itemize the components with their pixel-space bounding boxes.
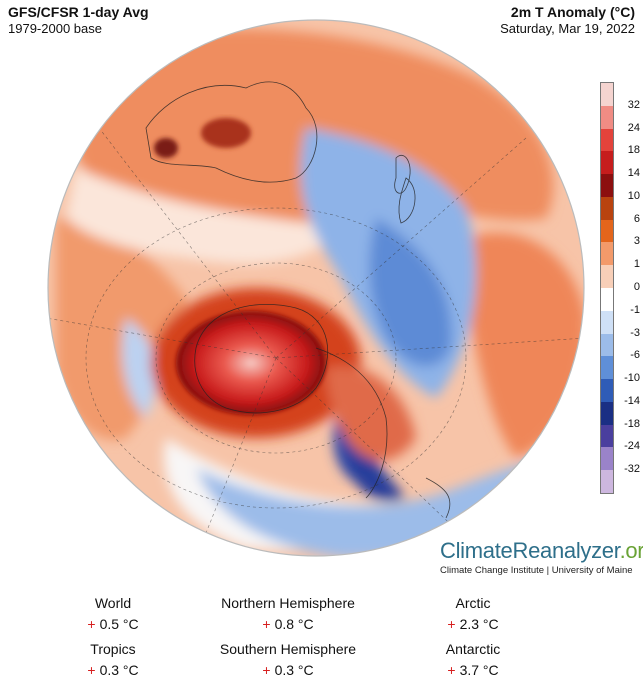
legend-tick-label: 14: [627, 167, 640, 180]
legend-tick-label: 32: [627, 98, 640, 111]
legend-tick-label: -32: [624, 463, 640, 476]
legend-swatch: [601, 219, 613, 243]
stat-tropics: Tropics +0.3 °C: [87, 641, 139, 678]
legend-swatch: [601, 310, 613, 335]
brand-logo-text: ClimateReanalyzer.org: [440, 538, 643, 563]
legend-tick-label: 3: [633, 235, 640, 248]
legend-tick-label: 10: [627, 189, 640, 202]
legend-colorbar: [600, 82, 614, 494]
legend-tick-label: 1: [633, 258, 640, 271]
map-title: GFS/CFSR 1-day Avg: [8, 4, 149, 20]
legend-tick-label: -24: [624, 440, 640, 453]
baseline-label: 1979-2000 base: [8, 21, 102, 36]
legend-tick-label: 6: [633, 212, 640, 225]
brand-tagline: Climate Change Institute | University of…: [440, 565, 633, 576]
legend-tick-label: -14: [624, 394, 640, 407]
legend-swatch: [601, 424, 613, 448]
legend-swatch: [601, 174, 613, 198]
legend-tick-label: 18: [627, 144, 640, 157]
legend-swatch: [601, 196, 613, 221]
legend-tick-label: -3: [630, 326, 640, 339]
header-right: 2m T Anomaly (°C) Saturday, Mar 19, 2022: [500, 4, 635, 37]
brand-block: ClimateReanalyzer.org Climate Change Ins…: [440, 538, 643, 576]
legend-swatch: [601, 288, 613, 312]
stat-southern-hemisphere: Southern Hemisphere +0.3 °C: [219, 641, 357, 678]
legend-tick-label: 24: [627, 121, 640, 134]
legend-swatch: [601, 470, 613, 494]
date-label: Saturday, Mar 19, 2022: [500, 21, 635, 36]
legend-swatch: [601, 333, 613, 357]
legend-tick-label: -10: [624, 372, 640, 385]
stat-world: World +0.5 °C: [87, 595, 139, 632]
stat-northern-hemisphere: Northern Hemisphere +0.8 °C: [221, 595, 355, 632]
legend-swatch: [601, 128, 613, 152]
legend-swatch: [601, 105, 613, 130]
legend-swatch: [601, 83, 613, 107]
legend-swatch: [601, 379, 613, 403]
legend-swatch: [601, 447, 613, 471]
legend-swatch: [601, 242, 613, 266]
color-legend: 32 24 18 14 10 6 3 1 0 -1 -3 -6 -10 -14 -18 -24 -32: [600, 82, 640, 494]
legend-tick-label: -18: [624, 417, 640, 430]
anomaly-field: [48, 20, 584, 556]
legend-tick-label: 0: [633, 281, 640, 293]
legend-swatch: [601, 151, 613, 175]
variable-title: 2m T Anomaly (°C): [510, 4, 635, 20]
header-left: GFS/CFSR 1-day Avg 1979-2000 base: [8, 4, 149, 37]
stat-arctic: Arctic +2.3 °C: [447, 595, 499, 632]
stat-antarctic: Antarctic +3.7 °C: [445, 641, 501, 678]
legend-tick-label: -6: [630, 349, 640, 362]
legend-swatch: [601, 401, 613, 426]
legend-tick-label: -1: [630, 303, 640, 316]
globe-map: [47, 19, 585, 557]
legend-swatch: [601, 356, 613, 380]
legend-swatch: [601, 265, 613, 289]
